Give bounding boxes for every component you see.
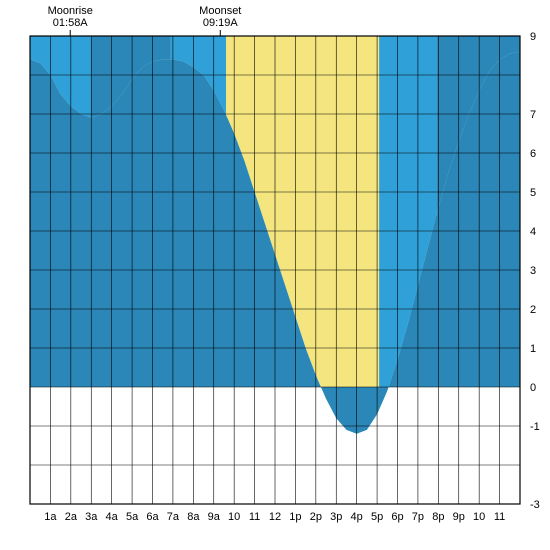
y-tick-label: 6 <box>530 148 536 160</box>
x-tick-label: 2p <box>310 511 322 523</box>
x-tick-label: 6p <box>391 511 403 523</box>
x-tick-label: 9p <box>453 511 465 523</box>
x-tick-label: 1a <box>44 511 57 523</box>
y-tick-label: 4 <box>530 226 536 238</box>
y-tick-label: 1 <box>530 343 536 355</box>
y-tick-label: 9 <box>530 31 536 43</box>
y-tick-label: -1 <box>530 421 540 433</box>
x-tick-label: 2a <box>65 511 78 523</box>
x-tick-label: 5p <box>371 511 383 523</box>
y-tick-label: 5 <box>530 187 536 199</box>
x-tick-label: 1p <box>289 511 301 523</box>
x-tick-label: 11 <box>494 511 505 523</box>
x-tick-label: 4p <box>351 511 363 523</box>
x-tick-label: 8a <box>187 511 200 523</box>
annotation-title: Moonset <box>199 5 241 17</box>
x-tick-label: 6a <box>146 511 159 523</box>
annotation-time: 01:58A <box>53 17 89 29</box>
x-tick-label: 10 <box>473 511 485 523</box>
annotation-time: 09:19A <box>203 17 239 29</box>
y-tick-label: -3 <box>530 499 540 511</box>
x-tick-label: 7p <box>412 511 424 523</box>
chart-svg: Moonrise01:58A Moonset09:19A 1a 2a 3a 4a 5a 6a 7… <box>0 0 550 550</box>
annotation-title: Moonrise <box>48 5 93 17</box>
y-tick-label: 2 <box>530 304 536 316</box>
x-tick-label: 5a <box>126 511 139 523</box>
y-tick-label: 0 <box>530 382 536 394</box>
tide-chart: Moonrise01:58A Moonset09:19A 1a 2a 3a 4a 5a 6a 7… <box>0 0 550 550</box>
y-tick-label: 3 <box>530 265 536 277</box>
x-tick-label: 4a <box>106 511 119 523</box>
x-tick-label: 9a <box>208 511 221 523</box>
x-tick-label: 11 <box>249 511 260 523</box>
y-tick-label: 7 <box>530 109 536 121</box>
x-tick-label: 3p <box>330 511 342 523</box>
x-tick-label: 3a <box>85 511 98 523</box>
x-tick-label: 12 <box>269 511 281 523</box>
x-tick-label: 7a <box>167 511 180 523</box>
x-tick-label: 8p <box>432 511 444 523</box>
x-tick-label: 10 <box>228 511 240 523</box>
